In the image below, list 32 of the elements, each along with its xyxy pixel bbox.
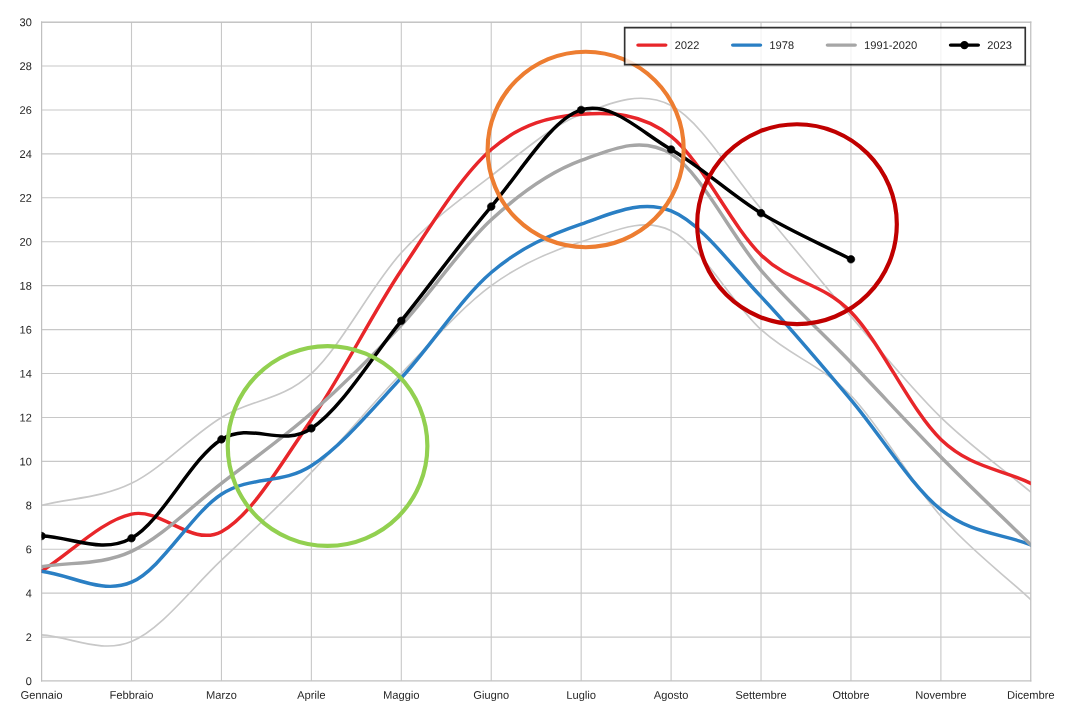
x-tick-label: Agosto <box>653 691 688 702</box>
y-tick-label: 14 <box>20 369 32 378</box>
legend-label: 2023 <box>987 41 1012 50</box>
x-tick-label: Marzo <box>206 691 237 699</box>
x-tick-label: Giugno <box>473 690 509 702</box>
y-tick-label: 8 <box>26 501 32 510</box>
y-tick-label: 24 <box>20 150 32 158</box>
y-tick-label: 6 <box>26 545 32 554</box>
y-tick-label: 10 <box>20 457 32 466</box>
y-tick-label: 30 <box>19 18 32 27</box>
x-tick-label: Novembre <box>916 690 967 699</box>
legend-label: 2022 <box>675 41 699 50</box>
x-tick-label: Maggio <box>383 690 420 702</box>
x-tick-label: Luglio <box>567 690 596 702</box>
y-tick-label: 22 <box>20 194 32 202</box>
x-tick-label: Settembre <box>735 690 787 699</box>
y-tick-label: 4 <box>25 589 32 598</box>
x-tick-label: Dicembre <box>1007 690 1055 699</box>
legend-label: 1991-2020 <box>864 41 917 50</box>
y-tick-label: 26 <box>20 106 32 115</box>
x-tick-label: Febbraio <box>110 690 153 699</box>
y-tick-label: 12 <box>20 413 32 422</box>
x-tick-label: Aprile <box>297 690 326 702</box>
y-tick-label: 20 <box>20 237 32 246</box>
x-tick-label: Gennaio <box>21 690 63 699</box>
y-tick-label: 28 <box>20 62 32 71</box>
y-tick-label: 16 <box>20 325 32 334</box>
y-tick-label: 2 <box>26 633 32 642</box>
legend-label: 1978 <box>770 41 794 50</box>
y-tick-label: 0 <box>26 677 32 686</box>
x-tick-label: Ottobre <box>832 690 869 699</box>
y-tick-label: 18 <box>20 281 32 290</box>
